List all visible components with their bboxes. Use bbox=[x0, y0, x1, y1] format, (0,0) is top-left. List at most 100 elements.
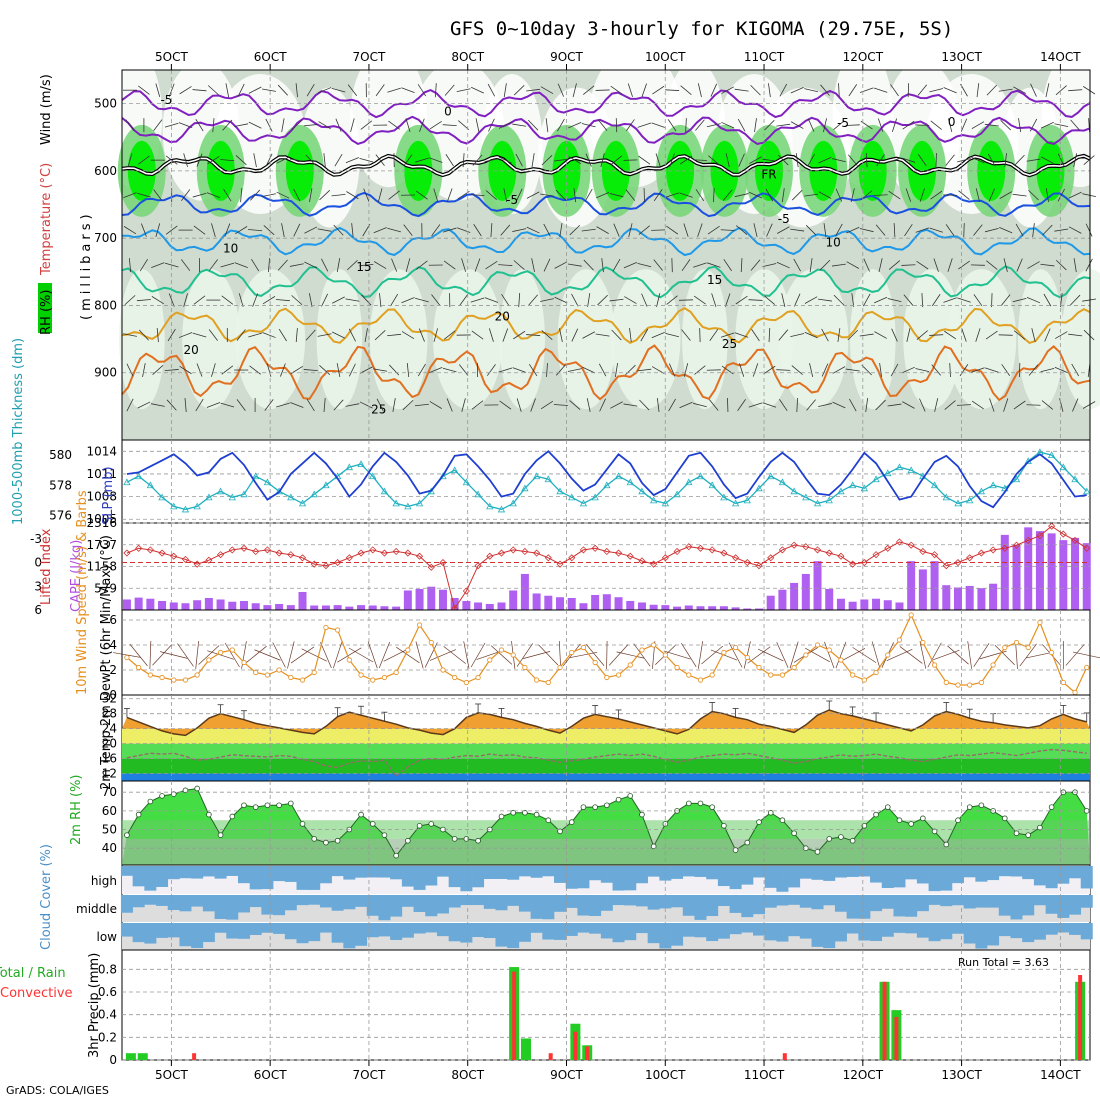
wind-barb-upper bbox=[762, 263, 777, 268]
precip-conv-bar bbox=[894, 1016, 899, 1060]
wind-barb-10m bbox=[840, 648, 866, 662]
wind-barb-upper bbox=[490, 223, 493, 238]
rh-point bbox=[510, 809, 517, 816]
cloud-block bbox=[214, 923, 227, 933]
wind-barb-upper bbox=[1071, 363, 1080, 377]
wind-barb-upper bbox=[512, 123, 527, 127]
wind-barb-upper bbox=[865, 398, 869, 413]
wind-barb-upper bbox=[470, 297, 485, 303]
li-tick-label: 3 bbox=[34, 579, 42, 593]
wind-barb-upper bbox=[611, 329, 622, 341]
wind-barb-10m bbox=[177, 643, 194, 667]
cloud-block bbox=[1057, 923, 1070, 933]
cloud-block bbox=[963, 895, 976, 909]
lifted-index-point bbox=[357, 549, 365, 557]
wind-barb-upper bbox=[804, 331, 818, 339]
thickness-point bbox=[778, 478, 787, 486]
wind-barb-upper bbox=[720, 229, 735, 231]
cloud-block bbox=[1080, 923, 1093, 940]
cape-bar bbox=[790, 582, 799, 610]
temp-tick-label: 28 bbox=[102, 707, 117, 721]
wind-barb-upper bbox=[541, 154, 553, 166]
wind-barb-upper bbox=[485, 190, 497, 201]
cloud-block bbox=[530, 866, 543, 878]
rh-point bbox=[896, 817, 903, 823]
cloud-block bbox=[846, 923, 859, 934]
rh-point bbox=[311, 836, 318, 842]
cape-bar bbox=[930, 561, 939, 610]
contour-t-20 bbox=[121, 306, 1091, 345]
lifted-index-point bbox=[369, 546, 377, 554]
wind-speed-point bbox=[639, 647, 645, 653]
wind-barb-upper bbox=[748, 299, 763, 301]
wind-barb-upper bbox=[595, 333, 610, 337]
wind-barb-upper bbox=[1003, 258, 1008, 272]
wind-barb-upper bbox=[725, 153, 730, 168]
cape-bar bbox=[438, 589, 447, 610]
thickness-point bbox=[158, 493, 166, 501]
wind-barb-upper bbox=[208, 259, 218, 271]
wind-barb-upper bbox=[583, 259, 594, 271]
rh-point bbox=[276, 802, 282, 809]
contour-label: 25 bbox=[722, 337, 737, 351]
wind-barb-upper bbox=[875, 224, 886, 236]
wind-barb-upper bbox=[178, 332, 193, 338]
x-tick-label-top: 13OCT bbox=[941, 50, 982, 64]
wind-barb-upper bbox=[735, 225, 748, 235]
wind-speed-point bbox=[264, 672, 270, 678]
cloud-block bbox=[179, 923, 192, 947]
x-tick-label-top: 14OCT bbox=[1040, 50, 1081, 64]
wind-barb-upper bbox=[723, 259, 732, 272]
wind-barb-upper bbox=[462, 153, 465, 168]
thickness-point bbox=[790, 487, 798, 495]
cloud-block bbox=[448, 895, 461, 908]
wind-barb-upper bbox=[915, 227, 930, 233]
cloud-block bbox=[319, 923, 332, 933]
rh-tick-label: 60 bbox=[102, 804, 117, 818]
lifted-index-point bbox=[720, 549, 728, 557]
cloud-block bbox=[518, 895, 531, 912]
lifted-index-point bbox=[240, 544, 248, 552]
wind-barb-upper bbox=[405, 118, 411, 132]
wind-barb-upper bbox=[610, 85, 623, 95]
cloud-block bbox=[647, 923, 660, 944]
wind-barb-upper bbox=[484, 158, 499, 162]
wind-barb-upper bbox=[793, 293, 801, 307]
wind-barb-upper bbox=[281, 118, 285, 133]
thickness-point bbox=[802, 493, 810, 501]
wind-barb-upper bbox=[984, 123, 999, 127]
lifted-index-point bbox=[135, 544, 143, 552]
rh-point bbox=[639, 811, 645, 818]
wind-barb-upper bbox=[290, 402, 304, 408]
cloud-block bbox=[799, 895, 812, 908]
wind-barb-upper bbox=[888, 260, 901, 270]
lifted-index-point bbox=[907, 541, 915, 549]
wind-barb-upper bbox=[721, 86, 735, 94]
thickness-point bbox=[743, 496, 751, 504]
wind-speed-point bbox=[838, 657, 844, 663]
thickness-line bbox=[126, 451, 1088, 511]
wind-speed-point bbox=[159, 674, 165, 681]
wind-barb-upper bbox=[1054, 366, 1068, 374]
wind-barb-upper bbox=[709, 329, 719, 342]
wind-barb-upper bbox=[793, 258, 801, 272]
wind-barb-10m bbox=[852, 647, 877, 663]
rh-point bbox=[416, 822, 423, 829]
wind-barb-upper bbox=[623, 403, 638, 407]
cloud-block bbox=[928, 923, 941, 942]
cape-bar bbox=[766, 595, 775, 610]
wind-barb-10m bbox=[927, 642, 942, 668]
cloud-block bbox=[1080, 895, 1093, 908]
cloud-block bbox=[284, 895, 297, 911]
lifted-index-point bbox=[287, 551, 295, 559]
wind-barb-upper bbox=[656, 398, 660, 413]
wind-barb-upper bbox=[823, 118, 827, 133]
cloud-level-label: middle bbox=[76, 902, 117, 916]
wind-barb-10m bbox=[332, 641, 343, 669]
cloud-block bbox=[600, 895, 613, 911]
cloud-block bbox=[1045, 895, 1058, 914]
temp-line bbox=[126, 709, 1087, 737]
lifted-index-point bbox=[802, 543, 810, 551]
wind-speed-point bbox=[416, 622, 423, 628]
wind-barb-upper bbox=[804, 296, 818, 304]
